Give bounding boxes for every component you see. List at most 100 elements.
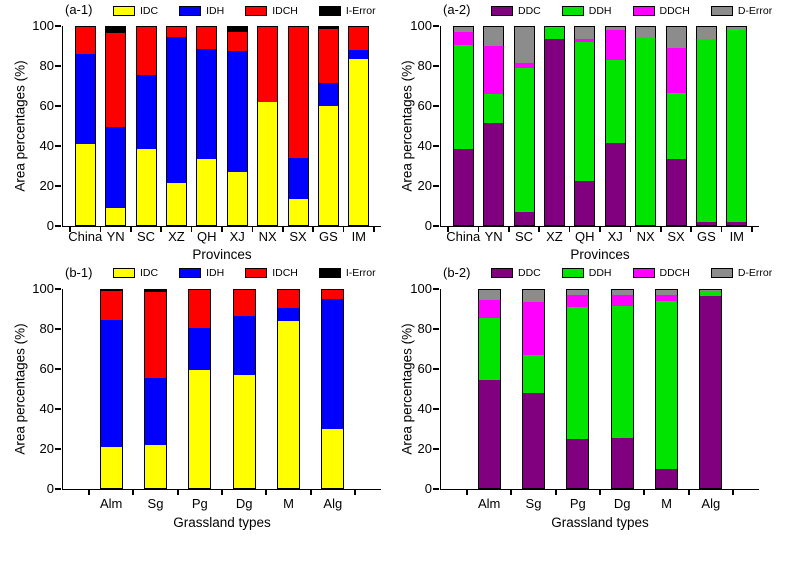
bar-NX (635, 26, 657, 226)
bar-segment-IDH (227, 50, 247, 172)
legend-swatch-IDH (179, 268, 202, 278)
bar-segment-D-Error (544, 27, 564, 29)
bar-QH (574, 26, 596, 226)
bar-segment-DDC (611, 437, 633, 488)
x-tick (69, 226, 71, 232)
x-tick (129, 226, 132, 232)
y-tick-label: 80 (417, 58, 432, 73)
y-tick (54, 145, 62, 147)
x-tick (88, 489, 90, 495)
y-axis-title: Area percentages (%) (12, 60, 28, 192)
bar-segment-DDH (478, 317, 500, 381)
bar-segment-D-Error (484, 27, 504, 46)
x-axis-title: Provinces (192, 247, 252, 262)
x-tick (538, 226, 541, 232)
bar-SC (135, 26, 157, 226)
legend: DDC DDH DDCH D-Error (491, 4, 772, 18)
bar-segment-IDCH (258, 27, 278, 103)
bar-segment-DDH (636, 37, 656, 225)
bar-segment-IDC (278, 320, 299, 488)
bar-Pg (188, 289, 212, 489)
bar-segment-D-Error (700, 290, 722, 292)
y-tick-label: 40 (417, 138, 432, 153)
y-tick-label: 40 (417, 401, 432, 416)
category-label: NX (258, 229, 277, 244)
bar-NX (257, 26, 279, 226)
legend-swatch-DDH (561, 268, 584, 278)
x-tick (599, 226, 601, 232)
bar-segment-IDCH (227, 31, 247, 51)
x-tick (176, 489, 179, 495)
category-label: China (446, 229, 481, 244)
legend: DDC DDH DDCH D-Error (491, 266, 772, 280)
bar-segment-IDH (75, 53, 95, 144)
bar-segment-DDC (605, 142, 625, 225)
bar-segment-IDH (278, 307, 299, 321)
category-label: XZ (168, 229, 185, 244)
bar-segment-DDH (514, 67, 534, 213)
legend-label: DDH (588, 267, 612, 279)
bar-M (655, 289, 678, 489)
legend-item-IDC: IDC (113, 267, 158, 279)
y-tick (432, 368, 440, 370)
category-label: China (68, 229, 103, 244)
bar-segment-IDCH (106, 32, 126, 127)
x-tick (99, 226, 102, 232)
bar-segment-IDC (145, 445, 166, 488)
y-tick-label: 20 (39, 441, 54, 456)
y-tick-label: 20 (417, 441, 432, 456)
bar-segment-I-Error (100, 290, 122, 292)
bar-Alm (477, 289, 501, 489)
legend-item-IDCH: IDCH (245, 267, 298, 279)
y-tick (432, 448, 440, 450)
bar-segment-IDH (288, 157, 308, 200)
bar-Alg (699, 289, 723, 489)
bar-segment-DDCH (523, 301, 544, 356)
category-label: SC (514, 229, 534, 244)
bar-Dg (232, 289, 256, 489)
x-tick (354, 489, 356, 495)
bar-segment-IDCH (233, 290, 255, 316)
bar-segment-IDC (136, 148, 156, 225)
legend-label: DDC (518, 5, 541, 17)
y-tick (432, 185, 440, 187)
y-tick (54, 25, 62, 27)
y-tick (54, 408, 62, 410)
category-label: Sg (525, 496, 542, 511)
bar-segment-DDH (575, 41, 595, 182)
y-tick-label: 100 (410, 18, 432, 33)
y-tick-label: 0 (46, 218, 54, 233)
bar-segment-D-Error (656, 290, 677, 295)
legend-label: IDC (140, 5, 159, 17)
category-label: YN (484, 229, 503, 244)
plot-area: 0 20 40 60 80 100 Alm Sg Pg Dg M Alg Grassland types (32, 282, 381, 530)
y-tick-label: 100 (32, 281, 54, 296)
y-tick (54, 185, 62, 187)
bar-IM (726, 26, 748, 226)
x-tick (659, 226, 662, 232)
legend-item-DDCH: DDCH (632, 267, 690, 279)
bar-segment-D-Error (478, 290, 500, 300)
y-tick (54, 368, 62, 370)
x-tick (554, 489, 557, 495)
bar-segment-DDH (453, 44, 473, 149)
bar-Sg (144, 289, 167, 489)
legend-item-I-Error: I-Error (318, 5, 376, 17)
x-tick (751, 226, 753, 232)
bar-segment-DDCH (478, 299, 500, 318)
y-axis-title: Area percentages (%) (12, 323, 28, 455)
bar-segment-DDCH (656, 294, 677, 301)
bar-segment-IDH (349, 49, 369, 59)
y-tick (54, 328, 62, 330)
legend-swatch-D-Error (710, 268, 733, 278)
y-tick-label: 0 (46, 481, 54, 496)
x-tick (477, 226, 480, 232)
bar-segment-IDH (136, 74, 156, 149)
bar-M (277, 289, 300, 489)
bar-segment-D-Error (605, 27, 625, 30)
y-tick (432, 145, 440, 147)
category-label: XZ (546, 229, 563, 244)
bar-segment-IDC (288, 199, 308, 225)
legend-swatch-IDCH (245, 268, 268, 278)
category-label: M (283, 496, 294, 511)
